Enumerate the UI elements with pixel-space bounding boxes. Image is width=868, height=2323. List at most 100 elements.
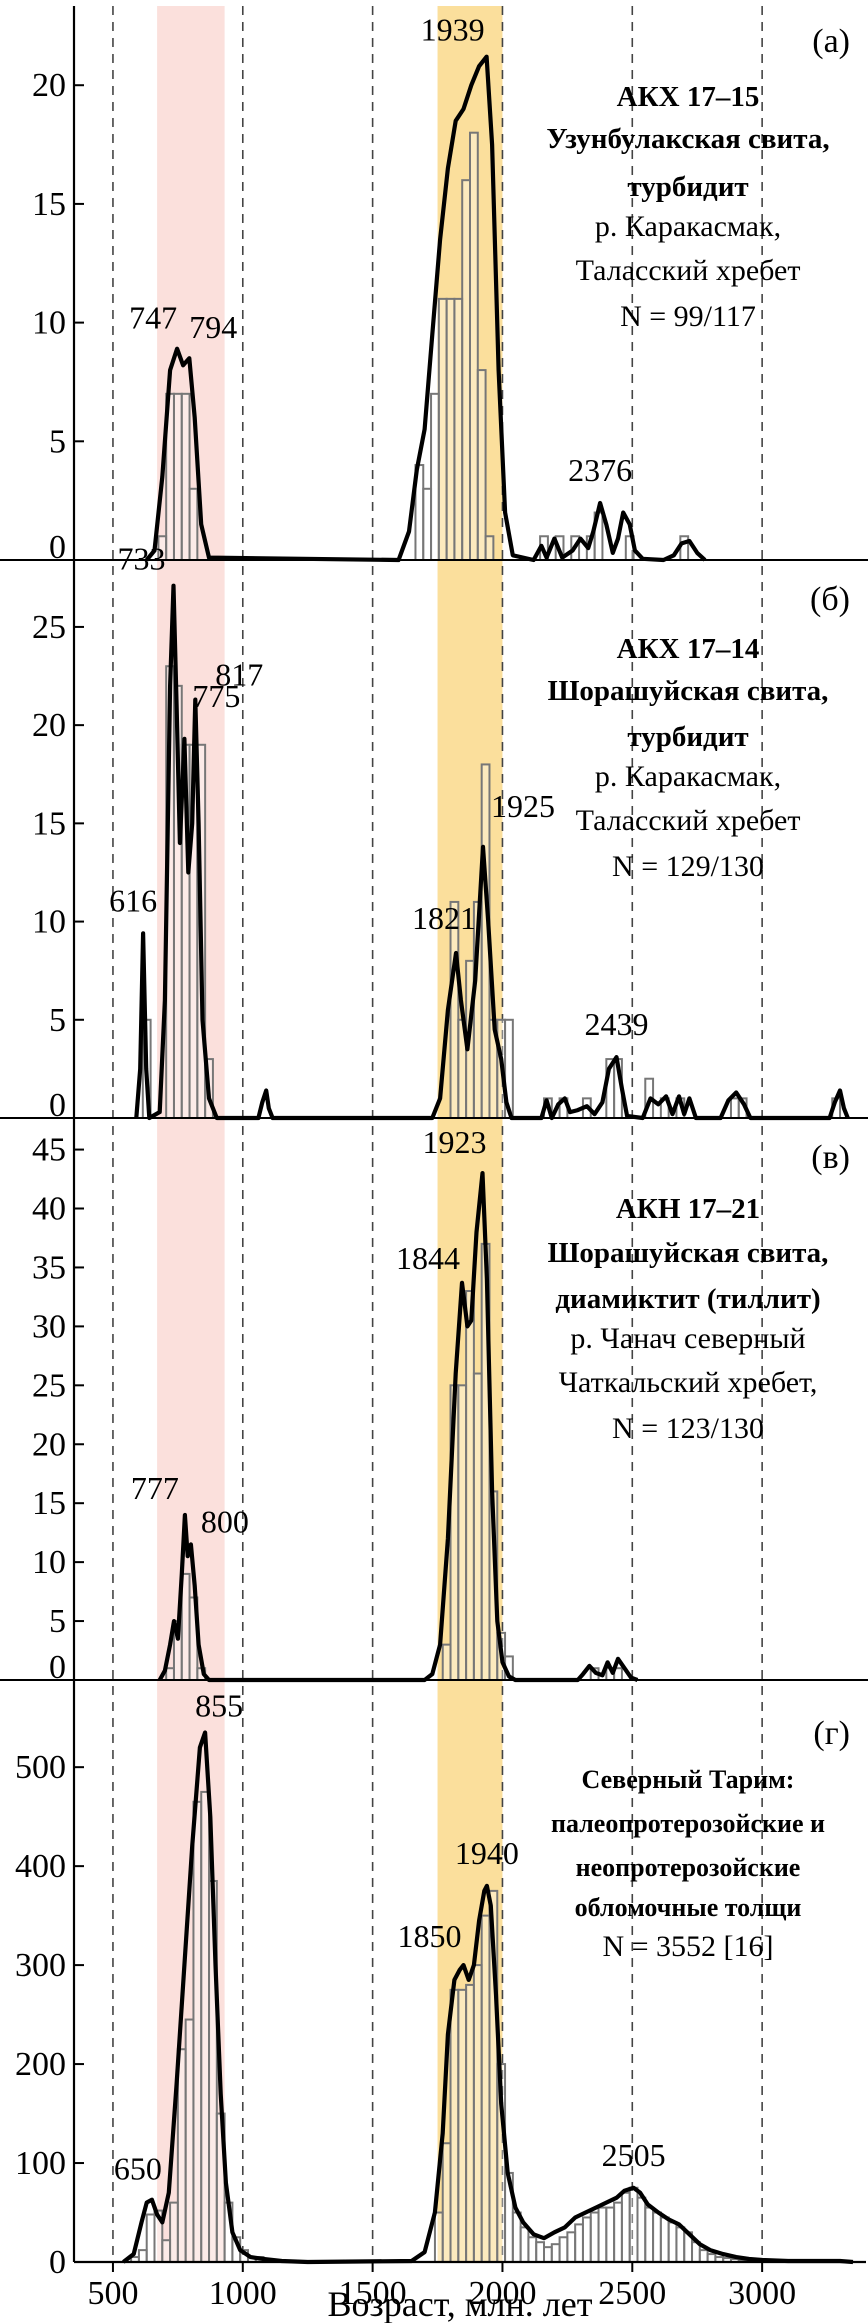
y-tick-label: 45 (32, 1132, 66, 1169)
x-tick-label: 2000 (468, 2275, 536, 2312)
dashed-gridlines (112, 6, 763, 2262)
location-range: Чаткальский хребет, (559, 1366, 818, 1399)
histogram-bar (620, 2191, 631, 2263)
peak-label: 775 (192, 678, 240, 714)
peak-label: 2376 (568, 452, 632, 488)
sample-id: АКХ 17–15 (617, 81, 760, 113)
histogram-bar (659, 2216, 670, 2264)
peak-label: 1923 (422, 1124, 486, 1160)
kde-curve (157, 1170, 639, 1683)
y-tick-label: 15 (32, 186, 66, 223)
y-tick-label: 20 (32, 67, 66, 104)
histogram-bar (469, 131, 479, 561)
histogram-bar (636, 2196, 647, 2263)
y-tick-label: 5 (49, 423, 66, 460)
histogram-bar (480, 1914, 491, 2264)
sample-count: N = 123/130 (612, 1412, 764, 1445)
histogram-bar (188, 487, 199, 562)
y-tick-label: 100 (15, 2145, 66, 2182)
histogram-bar (644, 2206, 655, 2263)
sample-count: N = 3552 [16] (602, 1930, 773, 1963)
peak-label: 1940 (455, 1835, 519, 1871)
histogram-bar (441, 2142, 452, 2264)
histogram-bar (628, 2186, 639, 2264)
histogram-bar (465, 1290, 475, 1681)
histogram-bar (430, 392, 440, 561)
formation-name: Узунбулакская свита, (546, 123, 829, 155)
x-tick-label: 1500 (339, 2275, 407, 2312)
histogram-bar (581, 2216, 592, 2264)
histogram-bar (453, 297, 464, 561)
panel-letter: (а) (812, 23, 850, 60)
sample-count: N = 99/117 (620, 300, 756, 333)
peak-label: 1939 (421, 12, 485, 48)
formation-name: Шорашуйская свита, (548, 675, 829, 707)
peak-label: 1925 (491, 788, 555, 824)
kde-curve (122, 1730, 854, 2265)
histogram-bar (550, 2243, 561, 2264)
histogram-bar (472, 1372, 483, 1681)
peak-label: 1850 (398, 1918, 462, 1954)
y-tick-label: 30 (32, 1308, 66, 1345)
y-tick-label: 25 (32, 609, 66, 646)
y-tick-label: 200 (15, 2046, 66, 2083)
histogram-bar (597, 2206, 608, 2263)
y-tick-label: 0 (49, 2244, 66, 2281)
sample-id: АКХ 17–14 (617, 633, 760, 665)
peak-label: 747 (129, 300, 177, 336)
formation-name: Шорашуйская свита, (548, 1237, 829, 1269)
y-tick-label: 300 (15, 1947, 66, 1984)
x-tick-label: 500 (87, 2275, 138, 2312)
histogram-bar (437, 297, 448, 561)
histogram-bar (574, 2223, 584, 2263)
panel-c: 0 5 10 15 20 25 30 35 40 45 777 800 1844 1923 (в) АКН 1… (0, 1124, 868, 1686)
kde-curve (145, 54, 707, 563)
histogram-bar (172, 392, 183, 561)
histogram-bar (192, 1800, 203, 2263)
unit-line-1: палеопротерозойские и (551, 1809, 825, 1838)
y-tick-label: 10 (32, 904, 66, 941)
panel-a: 0 5 10 15 20 747 794 1939 2376 (а) АКХ 17–15 Узунбу… (0, 12, 868, 566)
histogram-bar (472, 1964, 483, 2263)
x-tick-label: 3000 (728, 2275, 796, 2312)
peak-label: 2439 (584, 1006, 648, 1042)
histogram-bar (729, 1097, 740, 1120)
histogram-bar (457, 1988, 468, 2264)
x-axis: 500 1000 1500 2000 2500 3000 (74, 2260, 866, 2312)
y-tick-label: 25 (32, 1367, 66, 1404)
location-range: Таласский хребет (576, 804, 801, 837)
location-range: Таласский хребет (576, 254, 801, 287)
histogram-bar (176, 2048, 187, 2263)
peak-label: 650 (114, 2151, 162, 2187)
lithology: диамиктит (тиллит) (555, 1283, 820, 1315)
histogram-bar (137, 2249, 148, 2263)
lithology: турбидит (627, 721, 748, 753)
sample-count: N = 129/130 (612, 850, 764, 883)
peak-label: 1821 (412, 900, 476, 936)
histogram-bar (184, 2018, 195, 2263)
peak-label: 800 (201, 1503, 249, 1539)
y-tick-label: 10 (32, 1544, 66, 1581)
histogram-bar (422, 487, 433, 562)
panel-letter: (б) (810, 581, 850, 618)
y-tick-label: 40 (32, 1191, 66, 1228)
y-tick-label: 20 (32, 707, 66, 744)
histogram-bar (441, 1643, 452, 1682)
region-name: Северный Тарим: (582, 1765, 795, 1794)
y-tick-label: 5 (49, 1002, 66, 1039)
x-tick-label: 1000 (209, 2275, 277, 2312)
y-tick-label: 15 (32, 1485, 66, 1522)
y-tick-label: 20 (32, 1426, 66, 1463)
location-river: р. Каракасмак, (595, 760, 781, 793)
y-tick-label: 0 (49, 529, 66, 566)
histogram-bar (667, 2221, 678, 2264)
histogram-bar (433, 2211, 444, 2264)
peak-label: 777 (131, 1470, 179, 1506)
panel-letter: (в) (811, 1139, 850, 1176)
histogram-bar (476, 369, 487, 561)
histogram-bar (543, 2246, 553, 2264)
histogram-bar (445, 297, 456, 561)
x-axis-label: Возраст, млн. лет (328, 2284, 593, 2323)
panel-d: 0 100 200 300 400 500 650 855 1850 1940 2505 (г) Сев… (15, 1688, 854, 2281)
